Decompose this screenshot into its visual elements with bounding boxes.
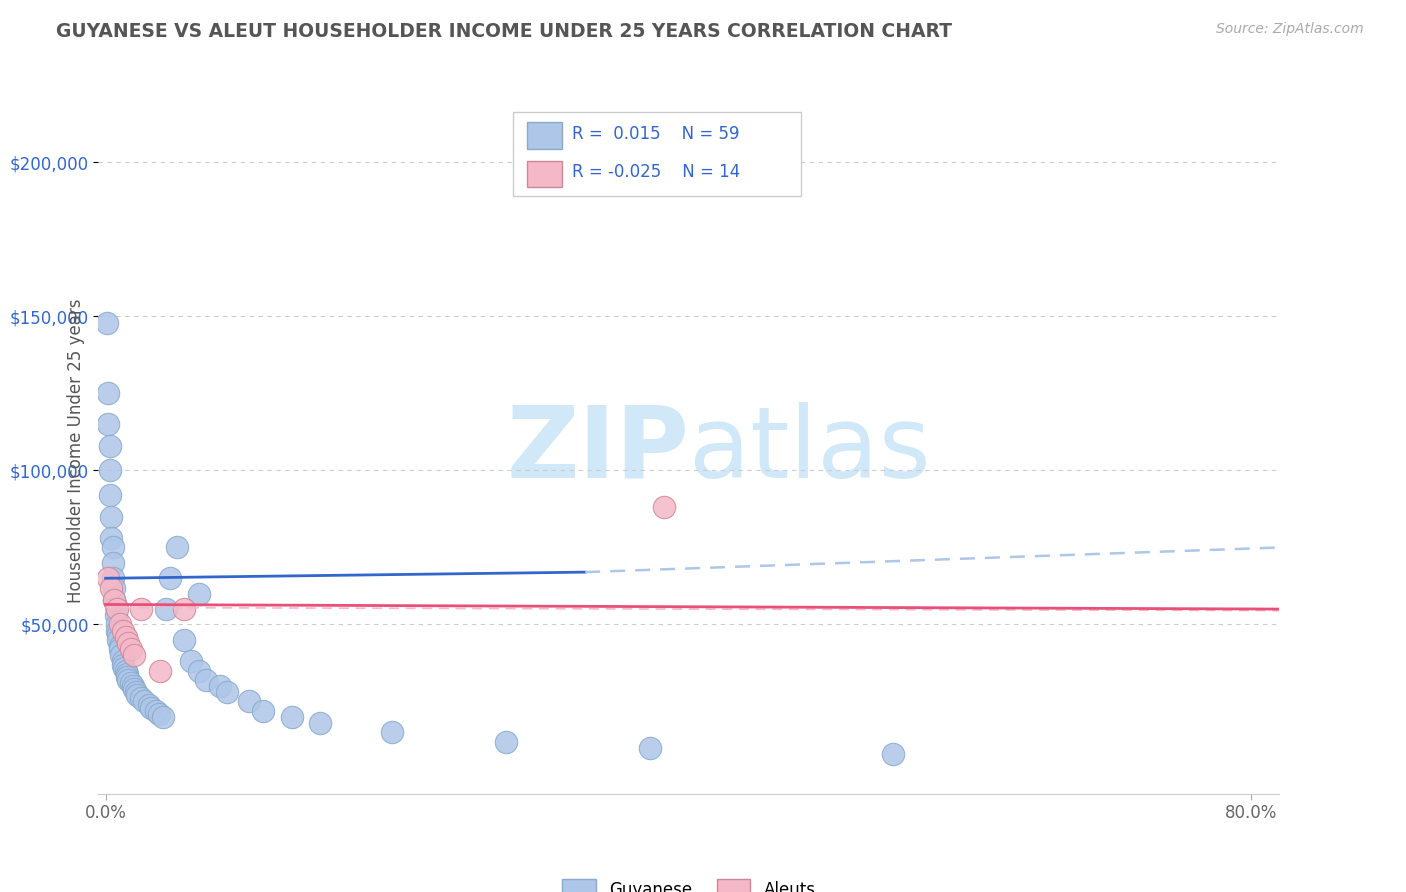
Y-axis label: Householder Income Under 25 years: Householder Income Under 25 years bbox=[66, 298, 84, 603]
Point bbox=[173, 632, 195, 647]
Point bbox=[180, 655, 202, 669]
Point bbox=[101, 556, 124, 570]
Point bbox=[107, 632, 129, 647]
Point bbox=[166, 541, 188, 555]
Point bbox=[131, 691, 153, 706]
Point bbox=[101, 541, 124, 555]
Point bbox=[117, 636, 139, 650]
Point bbox=[103, 592, 125, 607]
Point bbox=[100, 581, 122, 595]
Point bbox=[108, 617, 131, 632]
Point bbox=[115, 666, 138, 681]
Text: ZIP: ZIP bbox=[506, 402, 689, 499]
Point bbox=[187, 664, 209, 678]
Point bbox=[495, 734, 517, 748]
Point bbox=[120, 676, 142, 690]
Point bbox=[100, 531, 122, 545]
Point bbox=[309, 716, 332, 731]
Point bbox=[96, 316, 118, 330]
Point bbox=[98, 439, 121, 453]
Point bbox=[103, 581, 125, 595]
Point bbox=[111, 657, 134, 672]
Point bbox=[252, 704, 274, 718]
Point bbox=[97, 386, 120, 401]
Text: R = -0.025    N = 14: R = -0.025 N = 14 bbox=[572, 163, 741, 181]
Point bbox=[120, 642, 142, 657]
Point bbox=[141, 700, 163, 714]
Point bbox=[107, 626, 129, 640]
Point bbox=[114, 630, 136, 644]
Point bbox=[173, 602, 195, 616]
Point bbox=[652, 500, 675, 515]
Point bbox=[108, 639, 131, 653]
Point bbox=[111, 624, 134, 638]
Point bbox=[114, 664, 136, 678]
Point bbox=[194, 673, 217, 687]
Point bbox=[148, 706, 170, 721]
Point bbox=[98, 488, 121, 502]
Point bbox=[187, 587, 209, 601]
Point bbox=[209, 679, 232, 693]
Point bbox=[638, 740, 661, 755]
Point bbox=[882, 747, 904, 761]
Text: atlas: atlas bbox=[689, 402, 931, 499]
Point bbox=[280, 710, 302, 724]
Text: R =  0.015    N = 59: R = 0.015 N = 59 bbox=[572, 125, 740, 143]
Point bbox=[217, 685, 239, 699]
Point bbox=[152, 710, 174, 724]
Point bbox=[100, 509, 122, 524]
Point bbox=[98, 463, 121, 477]
Point bbox=[117, 673, 139, 687]
Legend: Guyanese, Aleuts: Guyanese, Aleuts bbox=[554, 871, 824, 892]
Text: Source: ZipAtlas.com: Source: ZipAtlas.com bbox=[1216, 22, 1364, 37]
Point bbox=[125, 689, 148, 703]
Point bbox=[134, 694, 156, 708]
Point bbox=[104, 608, 127, 623]
Point bbox=[97, 571, 120, 585]
Point bbox=[97, 417, 120, 432]
Point bbox=[159, 571, 181, 585]
Point bbox=[145, 704, 167, 718]
Point bbox=[149, 664, 172, 678]
Point bbox=[108, 642, 131, 657]
Point bbox=[122, 648, 145, 663]
Point bbox=[105, 624, 128, 638]
Point bbox=[111, 655, 134, 669]
Point bbox=[122, 682, 145, 697]
Point bbox=[101, 571, 124, 585]
Point bbox=[121, 679, 143, 693]
Point bbox=[105, 617, 128, 632]
Point bbox=[138, 698, 160, 712]
Point bbox=[103, 592, 125, 607]
Point bbox=[104, 599, 127, 613]
Text: GUYANESE VS ALEUT HOUSEHOLDER INCOME UNDER 25 YEARS CORRELATION CHART: GUYANESE VS ALEUT HOUSEHOLDER INCOME UND… bbox=[56, 22, 952, 41]
Point bbox=[105, 602, 128, 616]
Point bbox=[112, 660, 135, 674]
Point bbox=[238, 694, 260, 708]
Point bbox=[124, 685, 146, 699]
Point bbox=[131, 602, 153, 616]
Point bbox=[155, 602, 177, 616]
Point bbox=[110, 648, 132, 663]
Point bbox=[115, 670, 138, 684]
Point bbox=[381, 725, 404, 739]
